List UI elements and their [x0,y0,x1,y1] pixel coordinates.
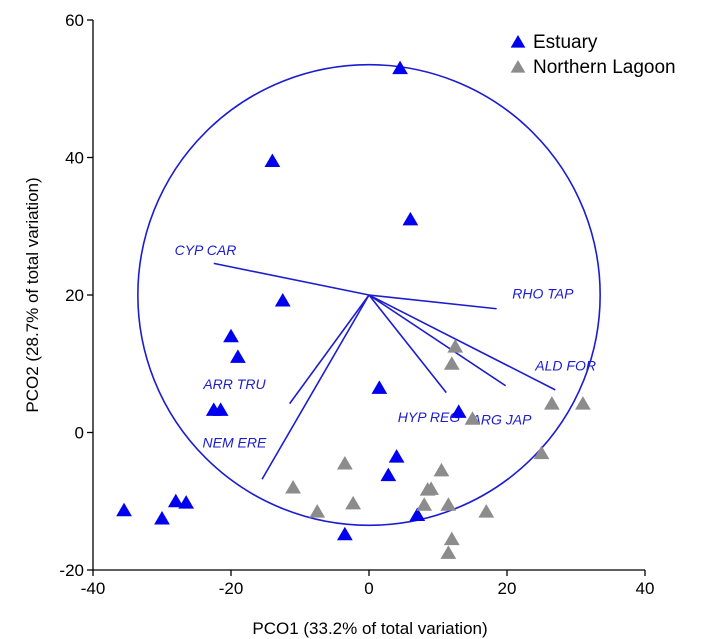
vector-label: HYP REG [398,409,461,425]
y-axis-label: PCO2 (28.7% of total variation) [23,177,42,412]
y-tick-label: 0 [75,424,84,443]
northern-lagoon-point [440,545,457,559]
vector-label: RHO TAP [512,285,574,301]
legend-label: Northern Lagoon [533,57,676,78]
estuary-point [409,507,426,521]
legend-marker [510,60,526,73]
estuary-point [402,211,419,226]
northern-lagoon-point [447,339,464,353]
northern-lagoon-point [443,531,460,546]
northern-lagoon-point [533,445,550,460]
estuary-point [392,60,408,75]
y-tick-label: -20 [59,561,84,580]
northern-lagoon-point [309,504,326,518]
estuary-point [371,380,388,394]
northern-lagoon-point [336,455,353,470]
vector-line [289,294,370,405]
northern-lagoon-point [464,411,481,425]
vector-line [368,294,507,387]
northern-lagoon-point [543,396,560,410]
northern-lagoon-point [419,482,436,496]
x-tick-label: 20 [498,579,517,598]
vector-label: NEM ERE [203,435,267,451]
northern-lagoon-point [416,497,433,511]
vector-label: ARR TRU [202,376,266,392]
estuary-point [212,402,229,416]
x-tick-label: 40 [636,579,655,598]
northern-lagoon-point [433,462,450,477]
northern-lagoon-point [478,504,495,518]
estuary-point [154,510,170,525]
y-tick-label: 40 [65,149,84,168]
estuary-point [380,467,397,482]
estuary-point [116,502,132,517]
estuary-point [450,404,467,418]
northern-lagoon-point [440,497,457,511]
correlation-circle [137,63,601,527]
legend: Estuary Northern Lagoon [510,32,676,78]
estuary-point [388,449,405,463]
northern-lagoon-point [443,356,460,370]
x-tick-label: -20 [219,579,244,598]
correlation-circle-layer [137,63,601,527]
vector-line [368,294,556,391]
y-tick-label: 20 [65,286,84,305]
estuary-point [167,493,184,508]
estuary-point [178,495,195,509]
northern-lagoon-point [345,495,362,510]
estuary-point [274,293,291,307]
legend-label: Estuary [533,32,598,53]
vector-layer: CYP CAR RHO TAP ALD FOR ARG JAP HYP REG ARR T… [175,242,596,480]
vector-label: ALD FOR [534,358,596,374]
vector-line [368,294,497,310]
vector-line [213,262,370,296]
estuary-point [336,526,353,541]
x-tick-label: 0 [364,579,373,598]
vector-line [261,294,370,480]
estuary-point [230,349,246,363]
x-tick-label: -40 [81,579,106,598]
vector-label: ARG JAP [471,411,533,427]
estuary-point [264,153,281,167]
northern-lagoon-point [575,396,591,410]
vector-label: CYP CAR [175,242,237,258]
estuary-point [223,328,239,343]
y-tick-label: 60 [65,11,84,30]
northern-lagoon-point [285,480,301,494]
x-axis-label: PCO1 (33.2% of total variation) [252,619,487,638]
vector-line [368,294,447,394]
points-layer [116,60,591,559]
legend-marker [510,35,526,48]
